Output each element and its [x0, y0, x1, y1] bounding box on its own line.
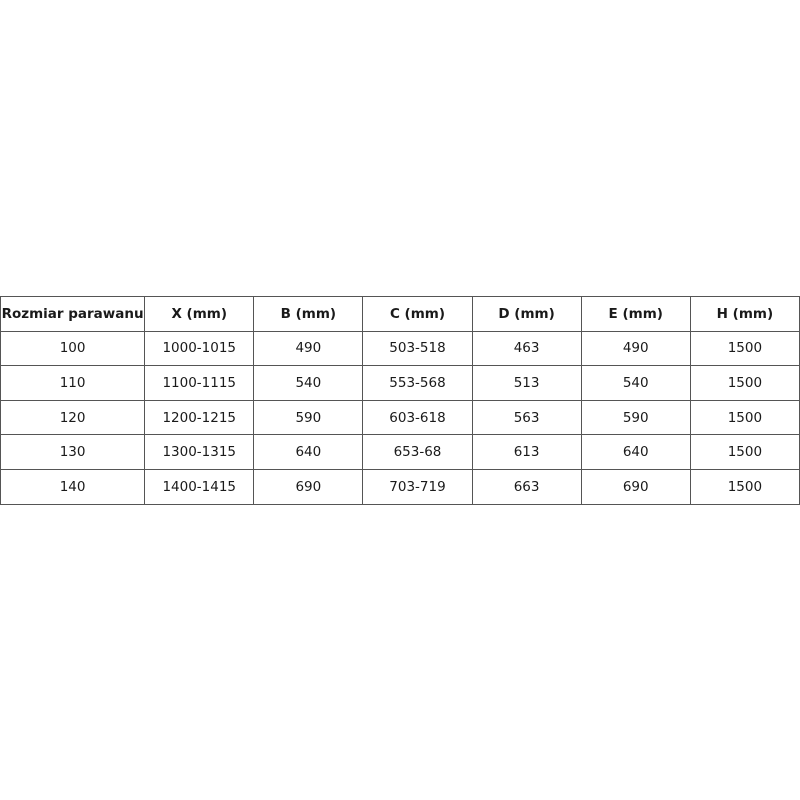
table-cell: 1400-1415 — [144, 468, 255, 505]
table-cell: 1300-1315 — [144, 434, 255, 470]
table-cell: 120 — [0, 399, 146, 436]
table-cell: 563 — [471, 399, 582, 436]
table-cell: 513 — [471, 365, 582, 401]
dimensions-table: Rozmiar parawanu X (mm) B (mm) C (mm) D (mm)… — [0, 296, 800, 505]
column-header: B (mm) — [253, 296, 364, 332]
header-row: Rozmiar parawanu X (mm) B (mm) C (mm) D (mm)… — [0, 296, 800, 332]
table-cell: 1500 — [689, 468, 800, 505]
table-cell: 1500 — [689, 434, 800, 470]
table-cell: 490 — [580, 330, 691, 367]
table-cell: 1500 — [689, 365, 800, 401]
table-cell: 130 — [0, 434, 146, 470]
table-cell: 703-719 — [362, 468, 473, 505]
table-cell: 540 — [253, 365, 364, 401]
table-row: 110 1100-1115 540 553-568 513 540 1500 — [0, 365, 800, 401]
table-cell: 603-618 — [362, 399, 473, 436]
table-cell: 1500 — [689, 330, 800, 367]
table-cell: 1200-1215 — [144, 399, 255, 436]
table-cell: 690 — [253, 468, 364, 505]
table-cell: 463 — [471, 330, 582, 367]
column-header: D (mm) — [471, 296, 582, 332]
table-cell: 1000-1015 — [144, 330, 255, 367]
table-cell: 503-518 — [362, 330, 473, 367]
table-cell: 553-568 — [362, 365, 473, 401]
table-cell: 663 — [471, 468, 582, 505]
table-cell: 640 — [580, 434, 691, 470]
table-cell: 140 — [0, 468, 146, 505]
table-cell: 110 — [0, 365, 146, 401]
table-cell: 1500 — [689, 399, 800, 436]
table-cell: 690 — [580, 468, 691, 505]
column-header: X (mm) — [144, 296, 255, 332]
table-cell: 490 — [253, 330, 364, 367]
column-header: E (mm) — [580, 296, 691, 332]
table-cell: 653-68 — [362, 434, 473, 470]
table-cell: 100 — [0, 330, 146, 367]
column-header: C (mm) — [362, 296, 473, 332]
table-cell: 640 — [253, 434, 364, 470]
table-cell: 590 — [253, 399, 364, 436]
table-row: 140 1400-1415 690 703-719 663 690 1500 — [0, 468, 800, 505]
table-cell: 590 — [580, 399, 691, 436]
table-row: 130 1300-1315 640 653-68 613 640 1500 — [0, 434, 800, 470]
table-row: 120 1200-1215 590 603-618 563 590 1500 — [0, 399, 800, 436]
column-header: Rozmiar parawanu — [0, 296, 146, 332]
table-cell: 1100-1115 — [144, 365, 255, 401]
table-row: 100 1000-1015 490 503-518 463 490 1500 — [0, 330, 800, 367]
table-cell: 613 — [471, 434, 582, 470]
table-cell: 540 — [580, 365, 691, 401]
column-header: H (mm) — [689, 296, 800, 332]
